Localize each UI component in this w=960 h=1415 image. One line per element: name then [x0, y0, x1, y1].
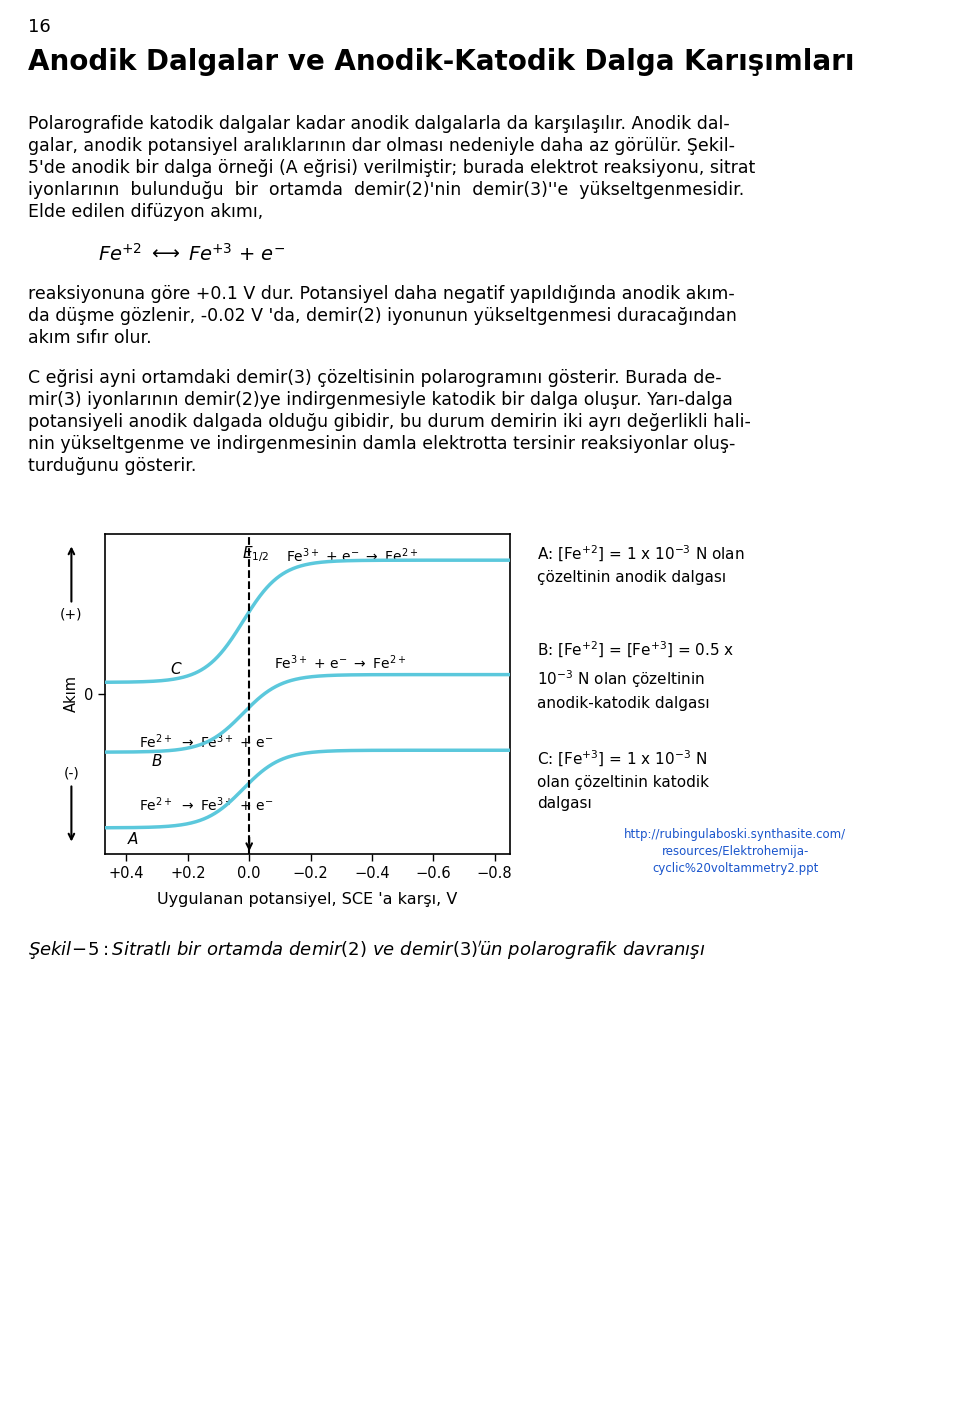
Text: $E_{1/2}$: $E_{1/2}$ — [242, 543, 269, 563]
Text: Fe$^{+3}$ + e$^{-}$: Fe$^{+3}$ + e$^{-}$ — [188, 243, 285, 265]
X-axis label: Uygulanan potansiyel, SCE 'a karşı, V: Uygulanan potansiyel, SCE 'a karşı, V — [157, 891, 458, 907]
Text: $\it{Şekil\!-\!5: Sitratlı\ bir\ ortamda\ demir(2)\ ve\ demir(3)'\!ün\ polarogra: $\it{Şekil\!-\!5: Sitratlı\ bir\ ortamda… — [28, 940, 706, 962]
Text: A: [Fe$^{+2}$] = 1 x 10$^{-3}$ N olan
çözeltinin anodik dalgası: A: [Fe$^{+2}$] = 1 x 10$^{-3}$ N olan çö… — [538, 543, 745, 584]
Text: iyonlarının  bulunduğu  bir  ortamda  demir(2)'nin  demir(3)''e  yükseltgenmesid: iyonlarının bulunduğu bir ortamda demir(… — [28, 181, 744, 200]
Text: reaksiyonuna göre +0.1 V dur. Potansiyel daha negatif yapıldığında anodik akım-: reaksiyonuna göre +0.1 V dur. Potansiyel… — [28, 284, 734, 303]
Text: mir(3) iyonlarının demir(2)ye indirgenmesiyle katodik bir dalga oluşur. Yarı-dal: mir(3) iyonlarının demir(2)ye indirgenme… — [28, 391, 732, 409]
Text: Fe$^{+2}$: Fe$^{+2}$ — [98, 243, 142, 265]
Text: C: C — [170, 662, 180, 676]
Text: potansiyeli anodik dalgada olduğu gibidir, bu durum demirin iki ayrı değerlikli : potansiyeli anodik dalgada olduğu gibidi… — [28, 413, 751, 432]
Text: http://rubingulaboski.synthasite.com/
resources/Elektrohemija-
cyclic%20voltamme: http://rubingulaboski.synthasite.com/ re… — [624, 828, 847, 876]
Text: akım sıfır olur.: akım sıfır olur. — [28, 330, 152, 347]
Text: $\longleftrightarrow$: $\longleftrightarrow$ — [148, 243, 180, 262]
Text: galar, anodik potansiyel aralıklarının dar olması nedeniyle daha az görülür. Şek: galar, anodik potansiyel aralıklarının d… — [28, 137, 735, 156]
Text: da düşme gözlenir, -0.02 V 'da, demir(2) iyonunun yükseltgenmesi duracağından: da düşme gözlenir, -0.02 V 'da, demir(2)… — [28, 307, 737, 325]
Text: C eğrisi ayni ortamdaki demir(3) çözeltisinin polarogramını gösterir. Burada de-: C eğrisi ayni ortamdaki demir(3) çözelti… — [28, 369, 722, 386]
Text: Fe$^{2+}$ $\rightarrow$ Fe$^{3+}$ + e$^{-}$: Fe$^{2+}$ $\rightarrow$ Fe$^{3+}$ + e$^{… — [139, 795, 274, 815]
Text: Fe$^{2+}$ $\rightarrow$ Fe$^{3+}$ + e$^{-}$: Fe$^{2+}$ $\rightarrow$ Fe$^{3+}$ + e$^{… — [139, 733, 274, 751]
Text: turduğunu gösterir.: turduğunu gösterir. — [28, 457, 197, 475]
Text: 5'de anodik bir dalga örneği (A eğrisi) verilmiştir; burada elektrot reaksiyonu,: 5'de anodik bir dalga örneği (A eğrisi) … — [28, 158, 756, 177]
Text: B: B — [152, 754, 162, 770]
Text: Elde edilen difüzyon akımı,: Elde edilen difüzyon akımı, — [28, 202, 263, 221]
Text: 16: 16 — [28, 18, 51, 35]
Text: (+): (+) — [60, 607, 83, 621]
Text: nin yükseltgenme ve indirgenmesinin damla elektrotta tersinir reaksiyonlar oluş-: nin yükseltgenme ve indirgenmesinin daml… — [28, 434, 735, 453]
Text: Anodik Dalgalar ve Anodik-Katodik Dalga Karışımları: Anodik Dalgalar ve Anodik-Katodik Dalga … — [28, 48, 854, 76]
Text: Fe$^{3+}$ + e$^{-}$ $\rightarrow$ Fe$^{2+}$: Fe$^{3+}$ + e$^{-}$ $\rightarrow$ Fe$^{2… — [274, 654, 406, 672]
Text: A: A — [128, 832, 138, 846]
Text: (-): (-) — [63, 767, 80, 781]
Text: Fe$^{3+}$ + e$^{-}$ $\rightarrow$ Fe$^{2+}$: Fe$^{3+}$ + e$^{-}$ $\rightarrow$ Fe$^{2… — [286, 546, 419, 565]
Text: Akım: Akım — [64, 675, 79, 713]
Text: Polarografide katodik dalgalar kadar anodik dalgalarla da karşılaşılır. Anodik d: Polarografide katodik dalgalar kadar ano… — [28, 115, 730, 133]
Text: B: [Fe$^{+2}$] = [Fe$^{+3}$] = 0.5 x
10$^{-3}$ N olan çözeltinin
anodik-katodik : B: [Fe$^{+2}$] = [Fe$^{+3}$] = 0.5 x 10$… — [538, 640, 734, 710]
Text: C: [Fe$^{+3}$] = 1 x 10$^{-3}$ N
olan çözeltinin katodik
dalgası: C: [Fe$^{+3}$] = 1 x 10$^{-3}$ N olan çö… — [538, 749, 709, 811]
